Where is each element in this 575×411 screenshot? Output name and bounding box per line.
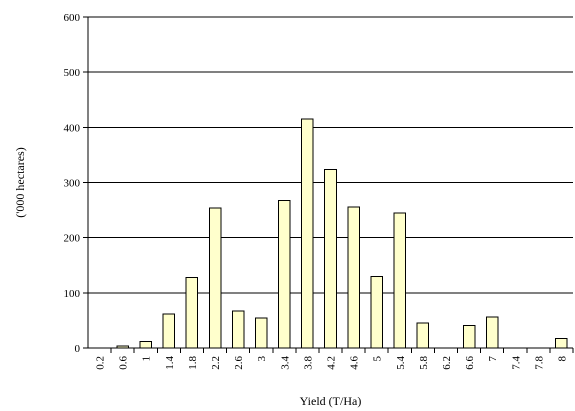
y-tick-label: 200 <box>64 233 81 245</box>
x-tick-label: 0.6 <box>118 356 130 370</box>
x-tick-label: 3.4 <box>279 356 291 370</box>
x-tick-label: 8 <box>556 356 568 362</box>
x-tick-label: 7.8 <box>533 356 545 370</box>
bars <box>116 118 568 349</box>
x-axis-title: Yield (T/Ha) <box>300 394 362 408</box>
y-tick-labels: 0 100 200 300 400 500 600 <box>64 12 88 355</box>
x-tick-label: 6.2 <box>441 356 453 370</box>
x-tick-label: 7 <box>487 356 499 362</box>
bar-3.8 <box>301 118 314 349</box>
y-tick-label: 100 <box>64 288 81 300</box>
x-tick-label: 2.2 <box>210 356 222 370</box>
bar-1 <box>139 340 153 349</box>
x-tick-label: 7.4 <box>510 356 522 370</box>
bar-6.6 <box>462 324 476 349</box>
bar-8 <box>555 338 568 349</box>
bar-5.8 <box>416 322 430 349</box>
x-tick-labels: 0.2 0.6 1 1.4 1.8 2.2 2.6 3 3.4 3.8 4.2 4.6 5 5.4 5.8 6… <box>95 348 574 370</box>
x-tick-label: 1.4 <box>164 356 176 370</box>
bar-3.4 <box>278 200 291 349</box>
x-tick-label: 2.6 <box>233 356 245 370</box>
x-tick-label: 5.8 <box>418 356 430 370</box>
y-tick-label: 0 <box>75 343 81 355</box>
x-tick-label: 5.4 <box>395 356 407 370</box>
bar-5 <box>370 275 383 349</box>
x-tick-label: 4.6 <box>349 356 361 370</box>
y-tick-label: 300 <box>64 178 81 190</box>
x-tick-label: 0.2 <box>95 356 107 370</box>
bar-3 <box>254 317 268 349</box>
y-axis-title: ('000 hectares) <box>13 147 27 217</box>
bar-5.4 <box>393 212 407 349</box>
x-tick-label: 4.2 <box>326 356 338 370</box>
x-tick-label: 3 <box>256 356 268 362</box>
x-tick-label: 3.8 <box>302 356 314 370</box>
bar-4.2 <box>324 168 337 349</box>
bar-1.8 <box>185 276 199 349</box>
y-tick-label: 600 <box>64 12 81 24</box>
x-tick-label: 5 <box>372 356 384 362</box>
bar-7 <box>485 316 499 349</box>
bar-2.2 <box>208 207 222 349</box>
x-tick-label: 1 <box>141 356 153 362</box>
bar-4.6 <box>347 206 360 349</box>
y-tick-label: 400 <box>64 122 81 134</box>
x-tick-label: 1.8 <box>187 356 199 370</box>
x-tick-label: 6.6 <box>464 356 476 370</box>
bar-2.6 <box>231 310 245 349</box>
y-tick-label: 500 <box>64 67 81 79</box>
bar-1.4 <box>162 313 176 349</box>
